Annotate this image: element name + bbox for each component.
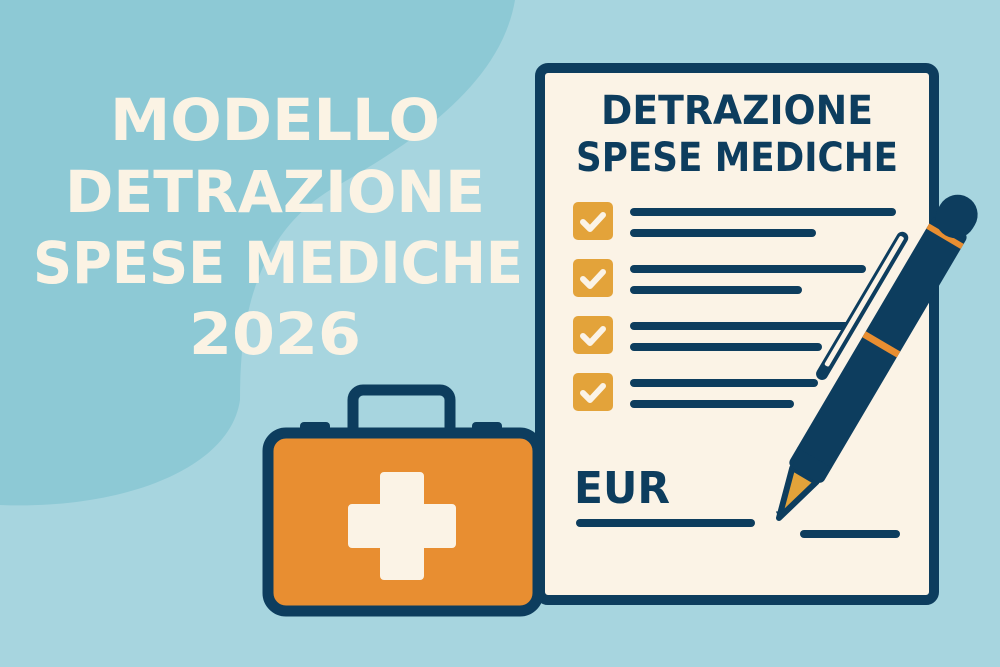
background-blob: [0, 0, 515, 506]
checkbox-icon: [573, 202, 613, 240]
headline: MODELLO DETRAZIONE SPESE MEDICHE 2026: [33, 86, 523, 368]
medical-kit-icon: [262, 384, 544, 617]
document-icon: DETRAZIONE SPESE MEDICHE EUR: [535, 63, 939, 605]
checkmark-icon: [580, 326, 606, 346]
checklist-item: [573, 202, 896, 240]
checkmark-icon: [580, 212, 606, 232]
checklist-item: [573, 373, 818, 411]
checkbox-icon: [573, 316, 613, 354]
cross-icon: [348, 472, 456, 580]
document-title-line-2: SPESE MEDICHE: [576, 135, 898, 181]
checkbox-icon: [573, 259, 613, 297]
pen-icon: [775, 194, 978, 521]
currency-label: EUR: [574, 463, 670, 514]
headline-line-3: SPESE MEDICHE: [33, 229, 523, 297]
headline-line-2: DETRAZIONE: [65, 158, 485, 226]
checklist-item: [573, 259, 866, 297]
checklist-item: [573, 316, 852, 354]
checkmark-icon: [580, 383, 606, 403]
checkbox-icon: [573, 373, 613, 411]
checklist: [573, 202, 896, 411]
checkmark-icon: [580, 269, 606, 289]
document-title-line-1: DETRAZIONE: [601, 88, 873, 134]
headline-line-1: MODELLO: [110, 86, 440, 154]
headline-line-4: 2026: [189, 300, 361, 368]
